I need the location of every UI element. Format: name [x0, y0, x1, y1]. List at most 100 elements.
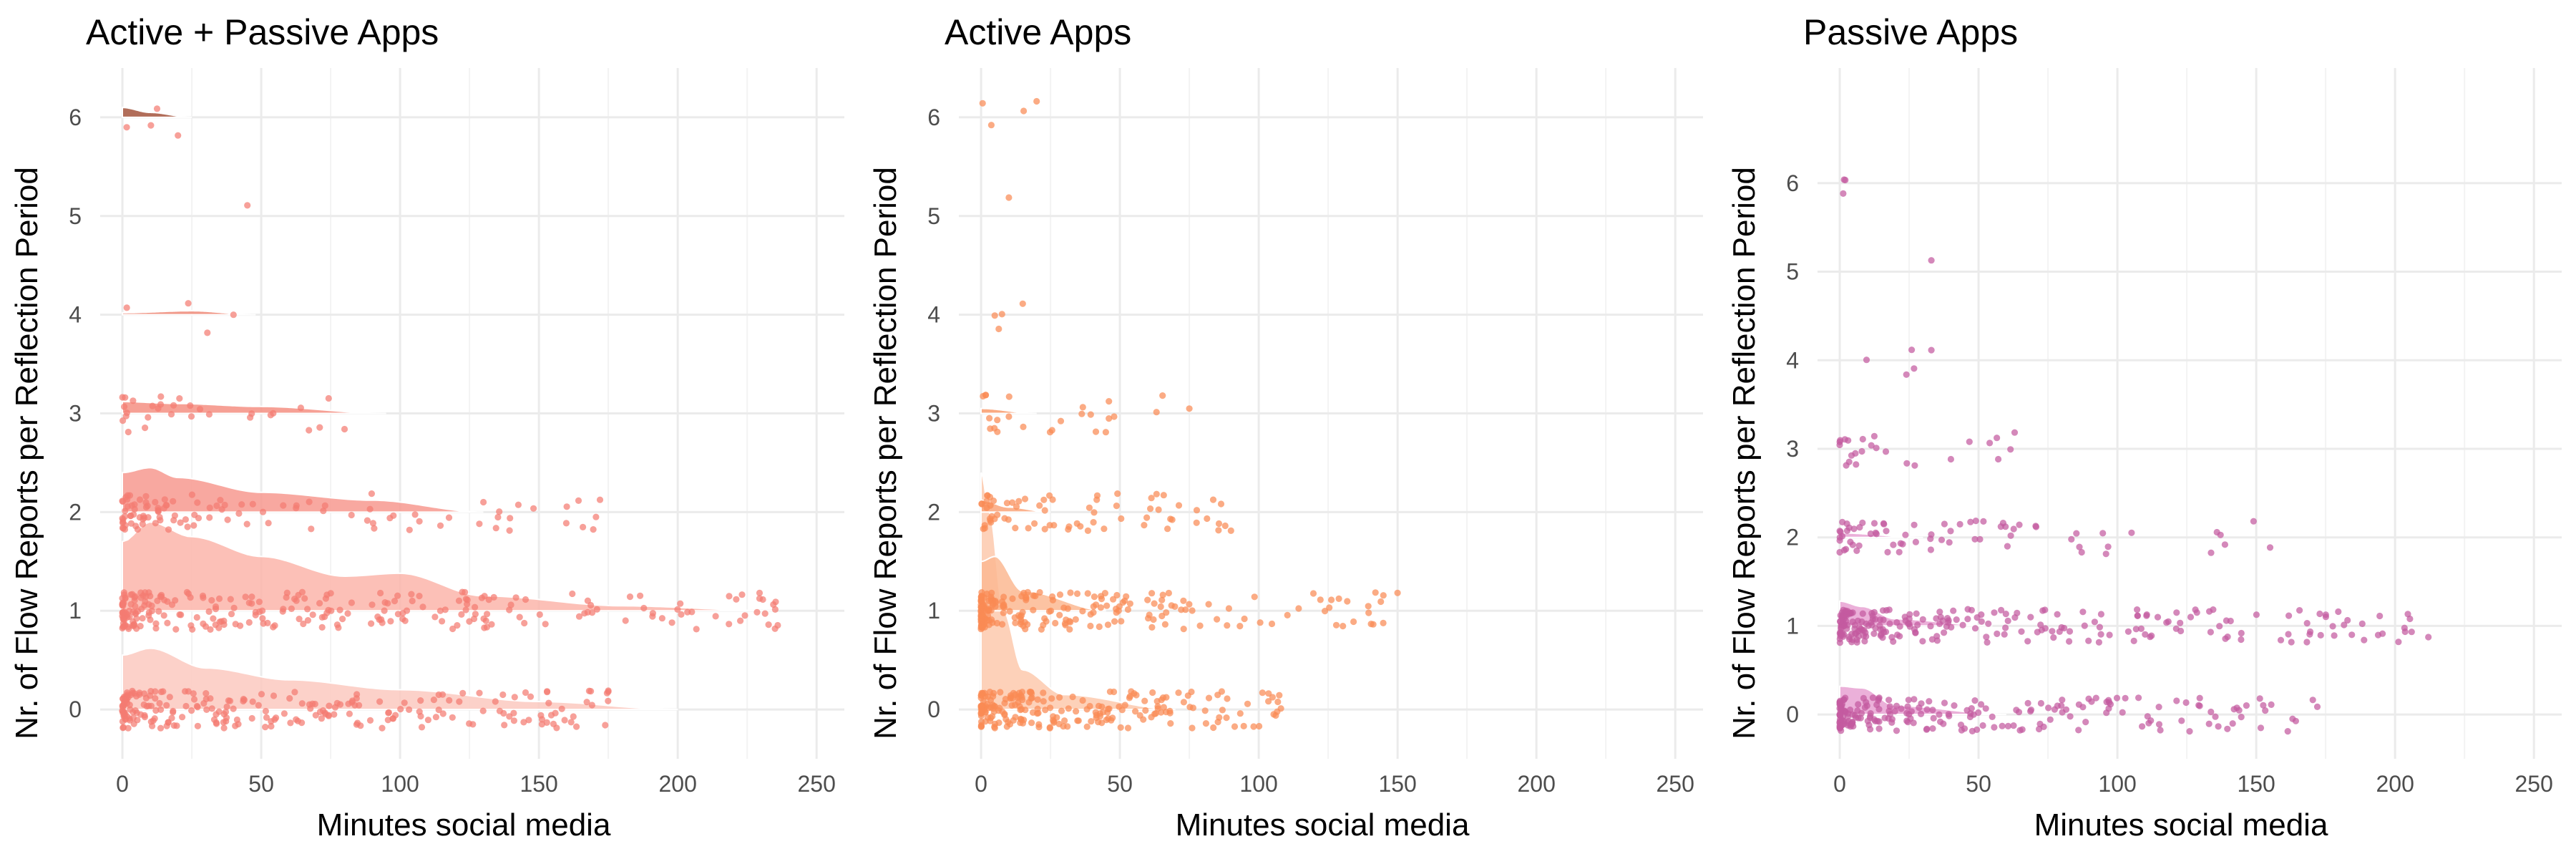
data-point [1853, 461, 1860, 468]
data-point [1032, 592, 1039, 600]
data-point [1111, 413, 1118, 420]
data-point [1106, 688, 1113, 695]
data-point [605, 688, 612, 695]
data-point [1976, 535, 1984, 543]
data-point [550, 720, 557, 728]
data-point [1033, 97, 1040, 105]
data-point [1908, 346, 1916, 354]
data-point [2289, 715, 2296, 722]
data-point [1888, 634, 1896, 641]
data-point [1209, 496, 1217, 503]
data-point [1843, 612, 1850, 619]
x-tick-label: 0 [975, 771, 987, 797]
data-point [2113, 694, 2121, 702]
data-point [449, 625, 457, 633]
data-point [379, 724, 386, 732]
data-point [432, 714, 440, 721]
data-point [1205, 601, 1212, 608]
data-point [182, 516, 189, 523]
data-point [1335, 595, 1342, 603]
data-point [385, 709, 392, 717]
data-point [2004, 722, 2011, 730]
data-point [2285, 612, 2293, 619]
data-point [1863, 699, 1870, 706]
data-point [1870, 630, 1878, 637]
x-axis-label: Minutes social media [1176, 807, 1470, 843]
data-point [406, 706, 413, 714]
data-point [1018, 612, 1025, 619]
data-point [2147, 717, 2155, 724]
density-level-1 [122, 521, 775, 612]
data-point [1012, 619, 1019, 626]
data-point [494, 513, 502, 521]
data-point [1295, 605, 1302, 612]
data-point [1091, 509, 1098, 516]
data-point [119, 724, 127, 732]
data-point [1911, 696, 1918, 703]
data-point [120, 589, 127, 596]
data-point [152, 695, 159, 702]
data-point [1151, 600, 1158, 607]
data-point [1020, 423, 1027, 431]
data-point [247, 414, 254, 421]
data-point [439, 710, 447, 717]
data-point [339, 616, 346, 623]
data-point [2205, 720, 2212, 727]
data-point [1365, 609, 1372, 616]
data-point [510, 717, 518, 724]
y-tick-label: 4 [69, 302, 82, 328]
data-point [1240, 722, 1247, 730]
data-point [431, 613, 439, 621]
data-point [1380, 592, 1387, 599]
data-point [1160, 704, 1167, 711]
data-point [325, 606, 332, 613]
data-point [995, 719, 1002, 727]
data-point [204, 329, 211, 336]
data-point [1028, 719, 1035, 727]
data-point [2122, 694, 2129, 702]
data-point [1067, 589, 1074, 596]
data-point [1124, 606, 1131, 613]
data-point [306, 701, 313, 708]
data-point [2331, 632, 2338, 639]
data-point [2147, 634, 2154, 641]
data-point [2395, 639, 2402, 646]
data-point [153, 105, 161, 112]
data-point [165, 526, 172, 533]
data-point [1236, 710, 1244, 717]
data-point [1000, 609, 1007, 616]
data-point [1859, 435, 1866, 443]
data-point [2210, 606, 2217, 613]
data-point [2010, 525, 2017, 533]
data-point [1098, 703, 1106, 711]
data-point [2061, 624, 2068, 632]
data-point [977, 691, 985, 699]
data-point [1888, 716, 1896, 723]
data-point [152, 707, 160, 714]
data-point [2104, 543, 2112, 550]
data-point [488, 621, 495, 628]
data-point [2296, 607, 2303, 614]
data-point [1250, 723, 1257, 730]
data-point [185, 688, 192, 695]
data-point [296, 616, 303, 623]
data-point [1840, 547, 1848, 554]
data-point [499, 691, 507, 699]
data-point [140, 701, 147, 709]
data-point [1964, 606, 1971, 613]
data-point [2037, 699, 2044, 707]
data-point [2425, 634, 2432, 641]
data-point [2079, 608, 2087, 616]
data-point [268, 723, 275, 730]
data-point [255, 702, 262, 709]
data-point [1860, 632, 1867, 639]
data-point [998, 311, 1005, 318]
x-tick-label: 250 [2514, 771, 2552, 797]
data-point [1941, 699, 1948, 707]
data-point [445, 514, 453, 521]
gridlines [1818, 68, 2562, 759]
data-point [520, 719, 527, 726]
data-point [459, 689, 467, 697]
data-point [1045, 608, 1053, 615]
data-point [1085, 504, 1093, 511]
